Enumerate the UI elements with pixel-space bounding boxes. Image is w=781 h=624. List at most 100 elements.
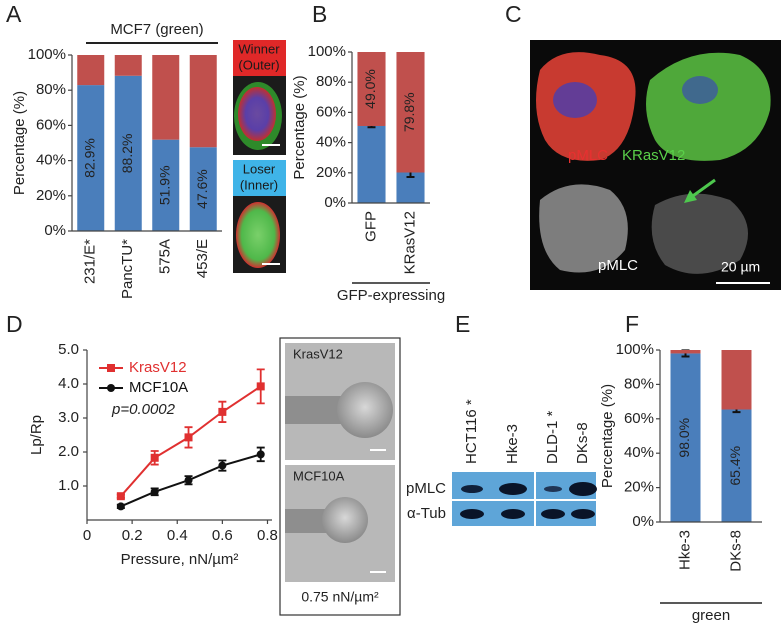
image-label: KRasV12 (622, 147, 685, 164)
value-label: 79.8% (401, 92, 417, 132)
marker (218, 461, 227, 470)
y-tick-label: 80% (316, 73, 346, 90)
bar-segment (721, 350, 752, 410)
y-axis-label: Percentage (%) (11, 91, 28, 195)
panel-label: C (505, 1, 522, 27)
lane-label: DKs-8 (574, 422, 591, 464)
image-label: (Inner) (240, 177, 278, 192)
value-label: 51.9% (156, 165, 172, 205)
x-tick-label: 231/E* (82, 239, 99, 284)
value-label: 65.4% (727, 446, 743, 486)
bar-segment (114, 75, 142, 231)
y-axis-label: Percentage (%) (291, 75, 308, 179)
image-label: Winner (238, 41, 280, 56)
micrograph-d (279, 337, 401, 616)
y-tick-label: 4.0 (58, 375, 79, 392)
x-tick-label: PancTU* (119, 239, 136, 299)
x-tick-label: 0.8 (257, 527, 278, 544)
image-label: 0.75 nN/µm² (301, 589, 379, 605)
y-tick-label: 60% (36, 116, 66, 133)
bar-segment (670, 350, 701, 354)
row-label: α-Tub (407, 505, 446, 522)
y-tick-label: 0% (632, 513, 654, 530)
bar-segment (721, 409, 752, 522)
x-tick-label: DKs-8 (727, 530, 744, 572)
marker (256, 382, 265, 391)
marker (150, 487, 159, 496)
bar-segment (189, 55, 217, 148)
y-tick-label: 20% (36, 187, 66, 204)
annotation: p=0.0002 (111, 401, 176, 418)
bar-segment (189, 147, 217, 231)
x-tick-label: 0.6 (212, 527, 233, 544)
bar-segment (357, 52, 386, 126)
image-label: 20 µm (721, 259, 760, 275)
bar-segment (114, 55, 142, 76)
value-label: 49.0% (362, 69, 378, 109)
micrograph-c (530, 40, 781, 290)
x-axis-label: GFP-expressing (337, 287, 445, 304)
y-tick-label: 5.0 (58, 341, 79, 358)
y-tick-label: 40% (624, 444, 654, 461)
image-label: Loser (243, 161, 276, 176)
marker (184, 476, 193, 485)
y-tick-label: 60% (316, 103, 346, 120)
micrograph-winner (233, 40, 286, 155)
y-tick-label: 100% (28, 46, 66, 63)
marker (256, 450, 265, 459)
value-label: 47.6% (194, 169, 210, 209)
x-tick-label: 453/E (194, 239, 211, 278)
y-tick-label: 60% (624, 410, 654, 427)
image-label: MCF10A (293, 468, 345, 483)
x-tick-label: 575A (157, 239, 174, 274)
y-tick-label: 1.0 (58, 477, 79, 494)
y-tick-label: 20% (624, 479, 654, 496)
y-tick-label: 2.0 (58, 443, 79, 460)
bar-segment (396, 52, 425, 173)
x-axis-label: green (692, 607, 730, 624)
bar-segment (77, 55, 105, 86)
legend-label: MCF10A (129, 379, 188, 396)
lane-label: DLD-1 * (544, 410, 561, 464)
micrograph-loser (233, 160, 286, 273)
marker (150, 453, 159, 462)
lane-label: Hke-3 (504, 424, 521, 464)
image-label: (Outer) (238, 57, 279, 72)
x-tick-label: 0.2 (122, 527, 143, 544)
marker (184, 433, 193, 442)
chart-title: MCF7 (green) (110, 21, 203, 38)
y-axis-label: Lp/Rp (28, 415, 45, 455)
y-tick-label: 40% (36, 152, 66, 169)
value-label: 88.2% (119, 134, 135, 174)
panel-label: F (625, 311, 639, 337)
panel-label: E (455, 311, 470, 337)
bar-segment (152, 139, 180, 231)
image-label: pMLC (598, 257, 638, 274)
x-tick-label: 0 (83, 527, 91, 544)
x-tick-label: KRasV12 (401, 211, 418, 274)
bar-segment (670, 353, 701, 522)
panel-label: B (312, 1, 327, 27)
y-tick-label: 40% (316, 134, 346, 151)
x-tick-label: 0.4 (167, 527, 188, 544)
x-tick-label: Hke-3 (676, 530, 693, 570)
y-tick-label: 0% (324, 194, 346, 211)
value-label: 82.9% (81, 138, 97, 178)
marker (116, 502, 125, 511)
bar-segment (357, 125, 386, 203)
western-blot (452, 472, 597, 526)
y-axis-label: Percentage (%) (599, 384, 616, 488)
y-tick-label: 3.0 (58, 409, 79, 426)
legend-marker (107, 384, 115, 392)
marker (218, 407, 227, 416)
x-tick-label: GFP (362, 211, 379, 242)
marker (116, 492, 125, 501)
bar-segment (77, 85, 105, 231)
panel-label: A (6, 1, 22, 27)
value-label: 98.0% (676, 418, 692, 458)
row-label: pMLC (406, 480, 446, 497)
x-axis-label: Pressure, nN/µm² (121, 551, 239, 568)
lane-label: HCT116 * (463, 399, 480, 464)
legend-label: KrasV12 (129, 359, 187, 376)
